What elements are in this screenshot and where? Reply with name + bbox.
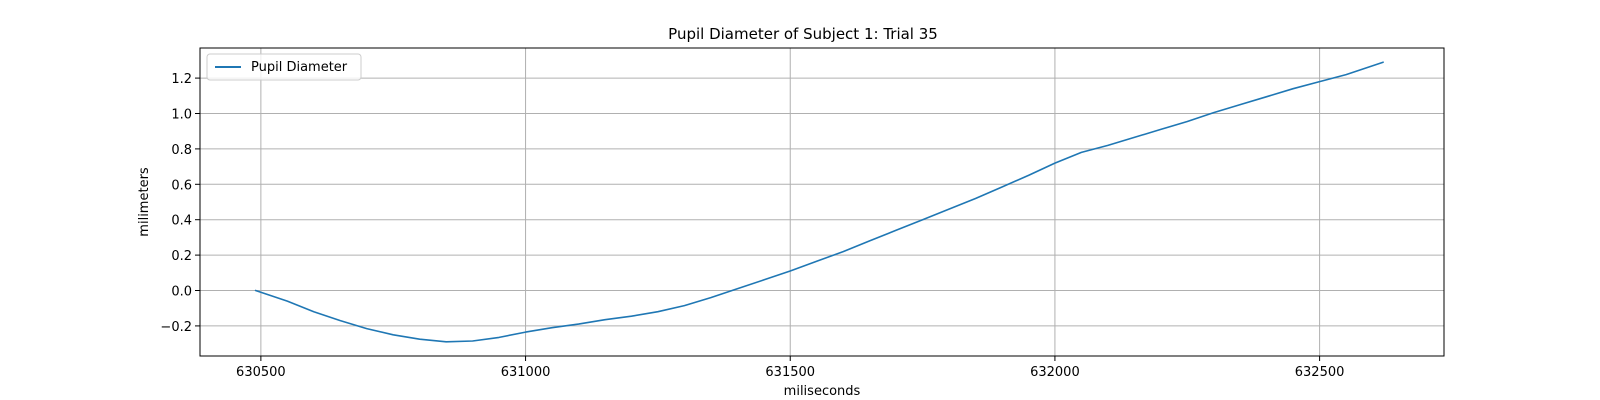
x-tick-label: 631000 <box>501 365 551 380</box>
y-tick-label: 0.2 <box>171 249 192 264</box>
legend-label: Pupil Diameter <box>251 60 348 75</box>
y-tick-label: −0.2 <box>160 320 192 335</box>
y-tick-label: 0.6 <box>171 178 192 193</box>
x-tick-label: 632000 <box>1030 365 1080 380</box>
y-tick-label: 1.2 <box>171 72 192 87</box>
x-tick-label: 630500 <box>236 365 286 380</box>
series-line <box>254 61 1384 343</box>
x-axis-label: miliseconds <box>784 384 861 399</box>
series-layer <box>254 61 1384 343</box>
plot-frame <box>199 47 1445 357</box>
legend: Pupil Diameter <box>206 53 362 81</box>
y-tick-label: 0.8 <box>171 143 192 158</box>
x-tick-label: 631500 <box>765 365 815 380</box>
y-tick-label: 0.0 <box>171 285 192 300</box>
legend-box <box>206 53 362 81</box>
y-tick-label: 0.4 <box>171 214 192 229</box>
grid <box>200 48 1444 356</box>
x-tick-label: 632500 <box>1295 365 1345 380</box>
y-axis-ticks: −0.2 0.0 0.2 0.4 0.6 0.8 1.0 1.2 <box>160 72 200 335</box>
x-axis-ticks: 630500 631000 631500 632000 632500 <box>236 356 1344 380</box>
chart-title: Pupil Diameter of Subject 1: Trial 35 <box>668 25 938 43</box>
y-tick-label: 1.0 <box>171 107 192 122</box>
y-axis-label: milimeters <box>137 167 152 237</box>
